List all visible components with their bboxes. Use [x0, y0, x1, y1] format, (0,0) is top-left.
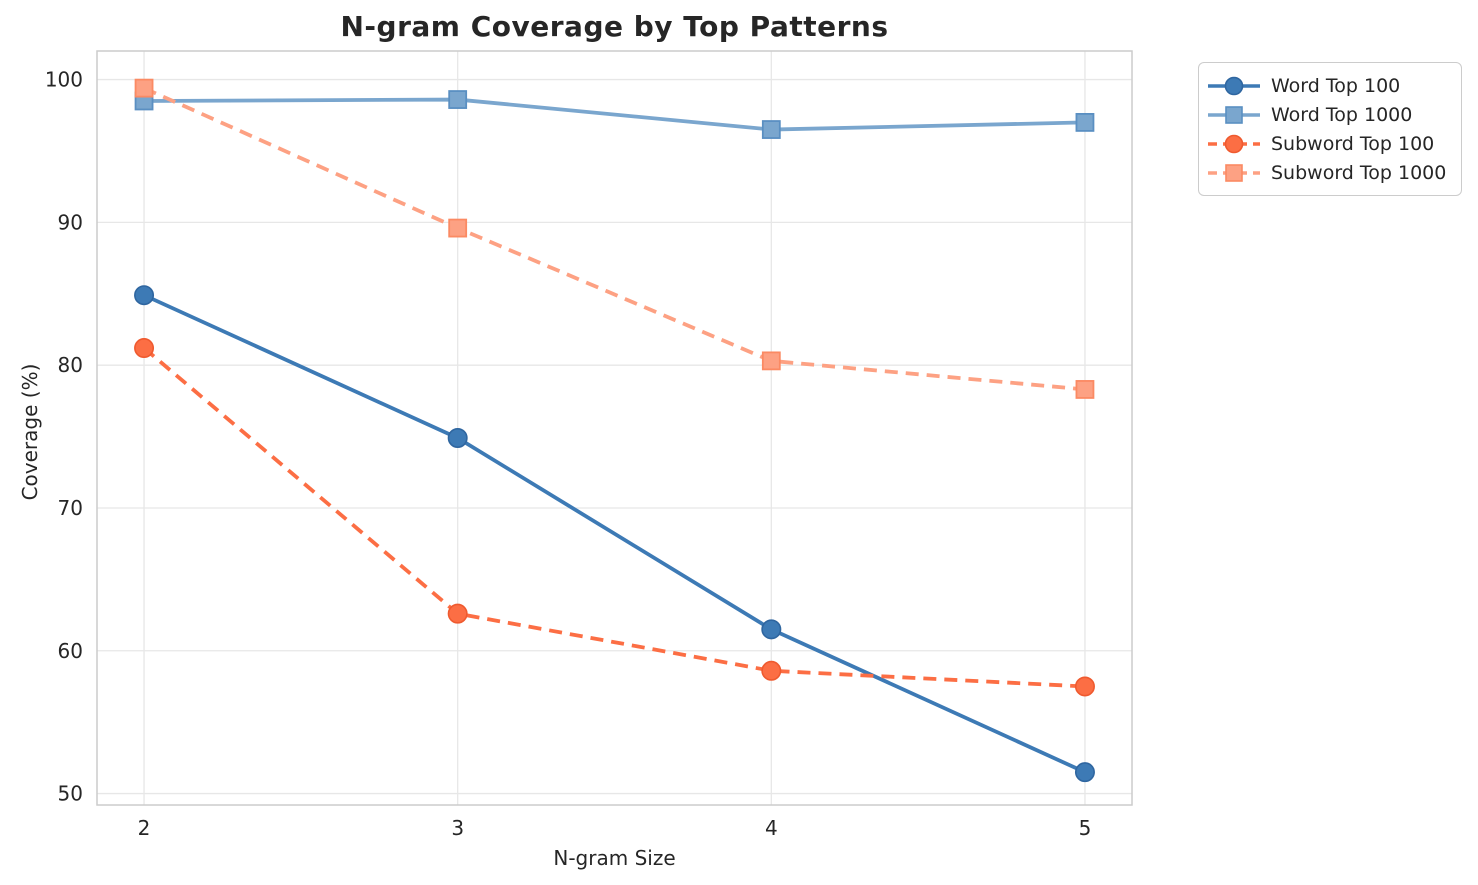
series-line	[143, 86, 1086, 392]
circle-marker-icon	[1208, 76, 1260, 95]
data-point-marker	[134, 78, 154, 98]
legend-item-word-top-1000: Word Top 1000	[1205, 100, 1451, 129]
y-tick-label: 90	[58, 210, 83, 234]
legend-label: Subword Top 100	[1271, 132, 1435, 155]
data-point-marker	[448, 218, 468, 238]
data-point-marker	[761, 351, 781, 371]
data-point-marker	[761, 619, 782, 640]
y-tick-label: 60	[58, 639, 83, 663]
x-axis-label: N-gram Size	[553, 846, 676, 870]
y-axis-label: Coverage (%)	[18, 363, 42, 501]
data-point-marker	[1075, 113, 1095, 132]
data-point-marker	[761, 120, 781, 139]
y-tick-label: 100	[45, 68, 83, 92]
y-tick-label: 50	[58, 782, 83, 806]
series-line	[144, 97, 1085, 132]
data-point-marker	[1075, 380, 1095, 399]
data-point-marker	[447, 603, 468, 624]
x-tick-label: 2	[138, 816, 151, 840]
data-point-marker	[134, 285, 155, 306]
legend-label: Word Top 100	[1271, 74, 1401, 97]
plot-border	[96, 50, 1133, 806]
tick-labels: 2 3 4 5 50 60 70 80 90 100	[45, 68, 1092, 840]
legend: Word Top 100 Word Top 1000 Subword Top 100…	[1198, 62, 1462, 196]
data-point-marker	[134, 338, 155, 359]
data-point-marker	[1074, 676, 1095, 697]
legend-label: Word Top 1000	[1271, 103, 1413, 126]
series-word-top-100	[134, 285, 1095, 783]
chart-title: N-gram Coverage by Top Patterns	[340, 10, 889, 43]
series-line	[143, 293, 1086, 774]
series-line	[142, 346, 1086, 689]
legend-item-word-top-100: Word Top 100	[1205, 71, 1451, 100]
x-tick-label: 5	[1079, 816, 1092, 840]
data-point-marker	[1074, 762, 1095, 783]
data-point-marker	[448, 90, 468, 109]
x-tick-label: 4	[765, 816, 778, 840]
y-tick-label: 80	[58, 353, 83, 377]
x-tick-label: 3	[451, 816, 464, 840]
legend-label: Subword Top 1000	[1271, 161, 1447, 184]
y-tick-label: 70	[58, 496, 83, 520]
square-marker-icon	[1208, 105, 1260, 124]
series-word-top-1000	[134, 90, 1095, 139]
square-marker-icon	[1208, 163, 1260, 182]
data-point-marker	[761, 660, 782, 681]
legend-item-subword-top-1000: Subword Top 1000	[1205, 158, 1451, 187]
legend-item-subword-top-100: Subword Top 100	[1205, 129, 1451, 158]
series-subword-top-1000	[134, 78, 1095, 399]
series-subword-top-100	[134, 338, 1095, 697]
gridlines	[97, 51, 1132, 805]
data-point-marker	[447, 427, 468, 448]
circle-marker-icon	[1208, 134, 1260, 153]
